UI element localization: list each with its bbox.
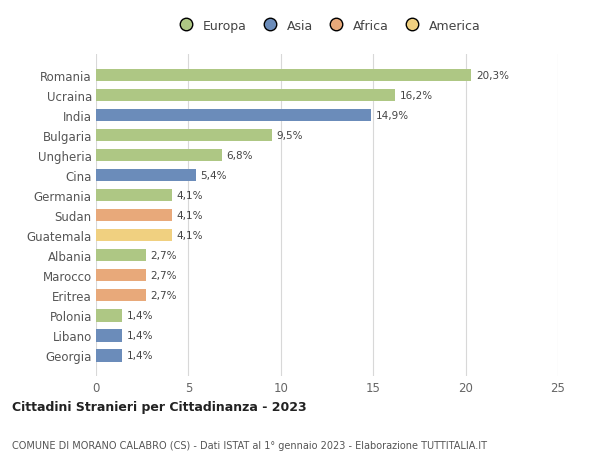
Text: 4,1%: 4,1% xyxy=(176,231,203,241)
Text: 6,8%: 6,8% xyxy=(226,151,253,161)
Text: 2,7%: 2,7% xyxy=(151,271,177,280)
Text: 1,4%: 1,4% xyxy=(127,351,153,361)
Text: 4,1%: 4,1% xyxy=(176,211,203,221)
Text: 14,9%: 14,9% xyxy=(376,111,409,121)
Text: 1,4%: 1,4% xyxy=(127,330,153,341)
Bar xyxy=(96,330,122,342)
Bar xyxy=(96,250,146,262)
Text: 5,4%: 5,4% xyxy=(200,171,227,181)
Bar xyxy=(96,290,146,302)
Bar xyxy=(96,70,471,82)
Bar xyxy=(96,150,221,162)
Bar xyxy=(96,210,172,222)
Text: 20,3%: 20,3% xyxy=(476,71,509,81)
Text: 2,7%: 2,7% xyxy=(151,291,177,301)
Text: Cittadini Stranieri per Cittadinanza - 2023: Cittadini Stranieri per Cittadinanza - 2… xyxy=(12,400,307,413)
Text: 9,5%: 9,5% xyxy=(276,131,302,141)
Legend: Europa, Asia, Africa, America: Europa, Asia, Africa, America xyxy=(173,20,481,33)
Bar xyxy=(96,169,196,182)
Bar xyxy=(96,129,272,142)
Text: 16,2%: 16,2% xyxy=(400,91,433,101)
Text: 1,4%: 1,4% xyxy=(127,311,153,321)
Text: 4,1%: 4,1% xyxy=(176,191,203,201)
Bar xyxy=(96,110,371,122)
Bar xyxy=(96,230,172,242)
Bar xyxy=(96,190,172,202)
Bar xyxy=(96,269,146,282)
Text: COMUNE DI MORANO CALABRO (CS) - Dati ISTAT al 1° gennaio 2023 - Elaborazione TUT: COMUNE DI MORANO CALABRO (CS) - Dati IST… xyxy=(12,440,487,450)
Bar xyxy=(96,349,122,362)
Bar xyxy=(96,90,395,102)
Text: 2,7%: 2,7% xyxy=(151,251,177,261)
Bar xyxy=(96,309,122,322)
